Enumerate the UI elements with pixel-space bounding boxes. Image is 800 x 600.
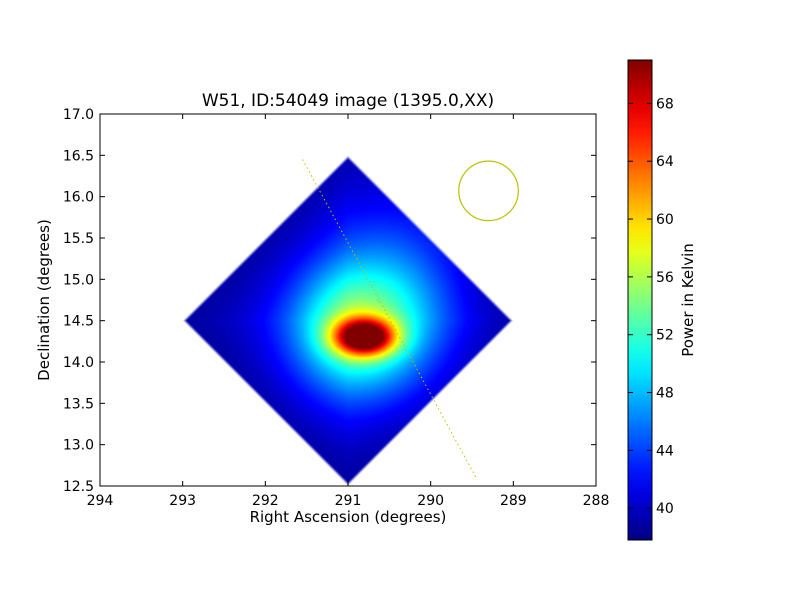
heatmap-image bbox=[100, 114, 596, 486]
y-tick-label: 12.5 bbox=[63, 479, 94, 495]
colorbar-tick-label: 40 bbox=[656, 501, 674, 517]
y-tick-label: 14.0 bbox=[63, 355, 94, 371]
x-axis: 294 293 292 291 290 289 288 bbox=[87, 114, 610, 509]
x-tick-label: 288 bbox=[583, 493, 610, 509]
y-tick-label: 16.0 bbox=[63, 190, 94, 206]
y-tick-label: 17.0 bbox=[63, 107, 94, 123]
colorbar-tick-label: 64 bbox=[656, 154, 674, 170]
x-tick-label: 291 bbox=[335, 493, 362, 509]
colorbar-ticks: 40 44 48 52 56 60 64 68 bbox=[628, 96, 674, 517]
x-tick-label: 294 bbox=[87, 493, 114, 509]
colorbar-tick-label: 56 bbox=[656, 270, 674, 286]
colorbar-gradient bbox=[627, 59, 653, 541]
y-axis-label: Declination (degrees) bbox=[35, 219, 53, 381]
x-tick-label: 290 bbox=[417, 493, 444, 509]
x-axis-label: Right Ascension (degrees) bbox=[250, 508, 447, 526]
y-tick-label: 15.5 bbox=[63, 231, 94, 247]
x-tick-label: 292 bbox=[252, 493, 279, 509]
beam-circle bbox=[458, 160, 519, 222]
galactic-plane-line bbox=[302, 159, 477, 478]
colorbar-label: Power in Kelvin bbox=[679, 243, 697, 357]
colorbar-tick-label: 44 bbox=[656, 443, 674, 459]
x-tick-label: 293 bbox=[169, 493, 196, 509]
chart-title: W51, ID:54049 image (1395.0,XX) bbox=[202, 91, 494, 111]
y-tick-label: 16.5 bbox=[63, 148, 94, 164]
y-tick-label: 14.5 bbox=[63, 314, 94, 330]
y-tick-label: 13.5 bbox=[63, 396, 94, 412]
colorbar-tick-label: 60 bbox=[656, 212, 674, 228]
y-tick-label: 13.0 bbox=[63, 438, 94, 454]
colorbar: 40 44 48 52 56 60 64 68 Power in Kelvin bbox=[627, 59, 697, 541]
y-tick-label: 15.0 bbox=[63, 272, 94, 288]
x-tick-label: 289 bbox=[500, 493, 527, 509]
y-axis: 12.5 13.0 13.5 14.0 14.5 15.0 15.5 16.0 16.5 17.0 bbox=[63, 107, 596, 495]
overlay-layer bbox=[302, 159, 519, 478]
colorbar-tick-label: 48 bbox=[656, 386, 674, 402]
colorbar-tick-label: 52 bbox=[656, 328, 674, 344]
colorbar-tick-label: 68 bbox=[656, 96, 674, 112]
